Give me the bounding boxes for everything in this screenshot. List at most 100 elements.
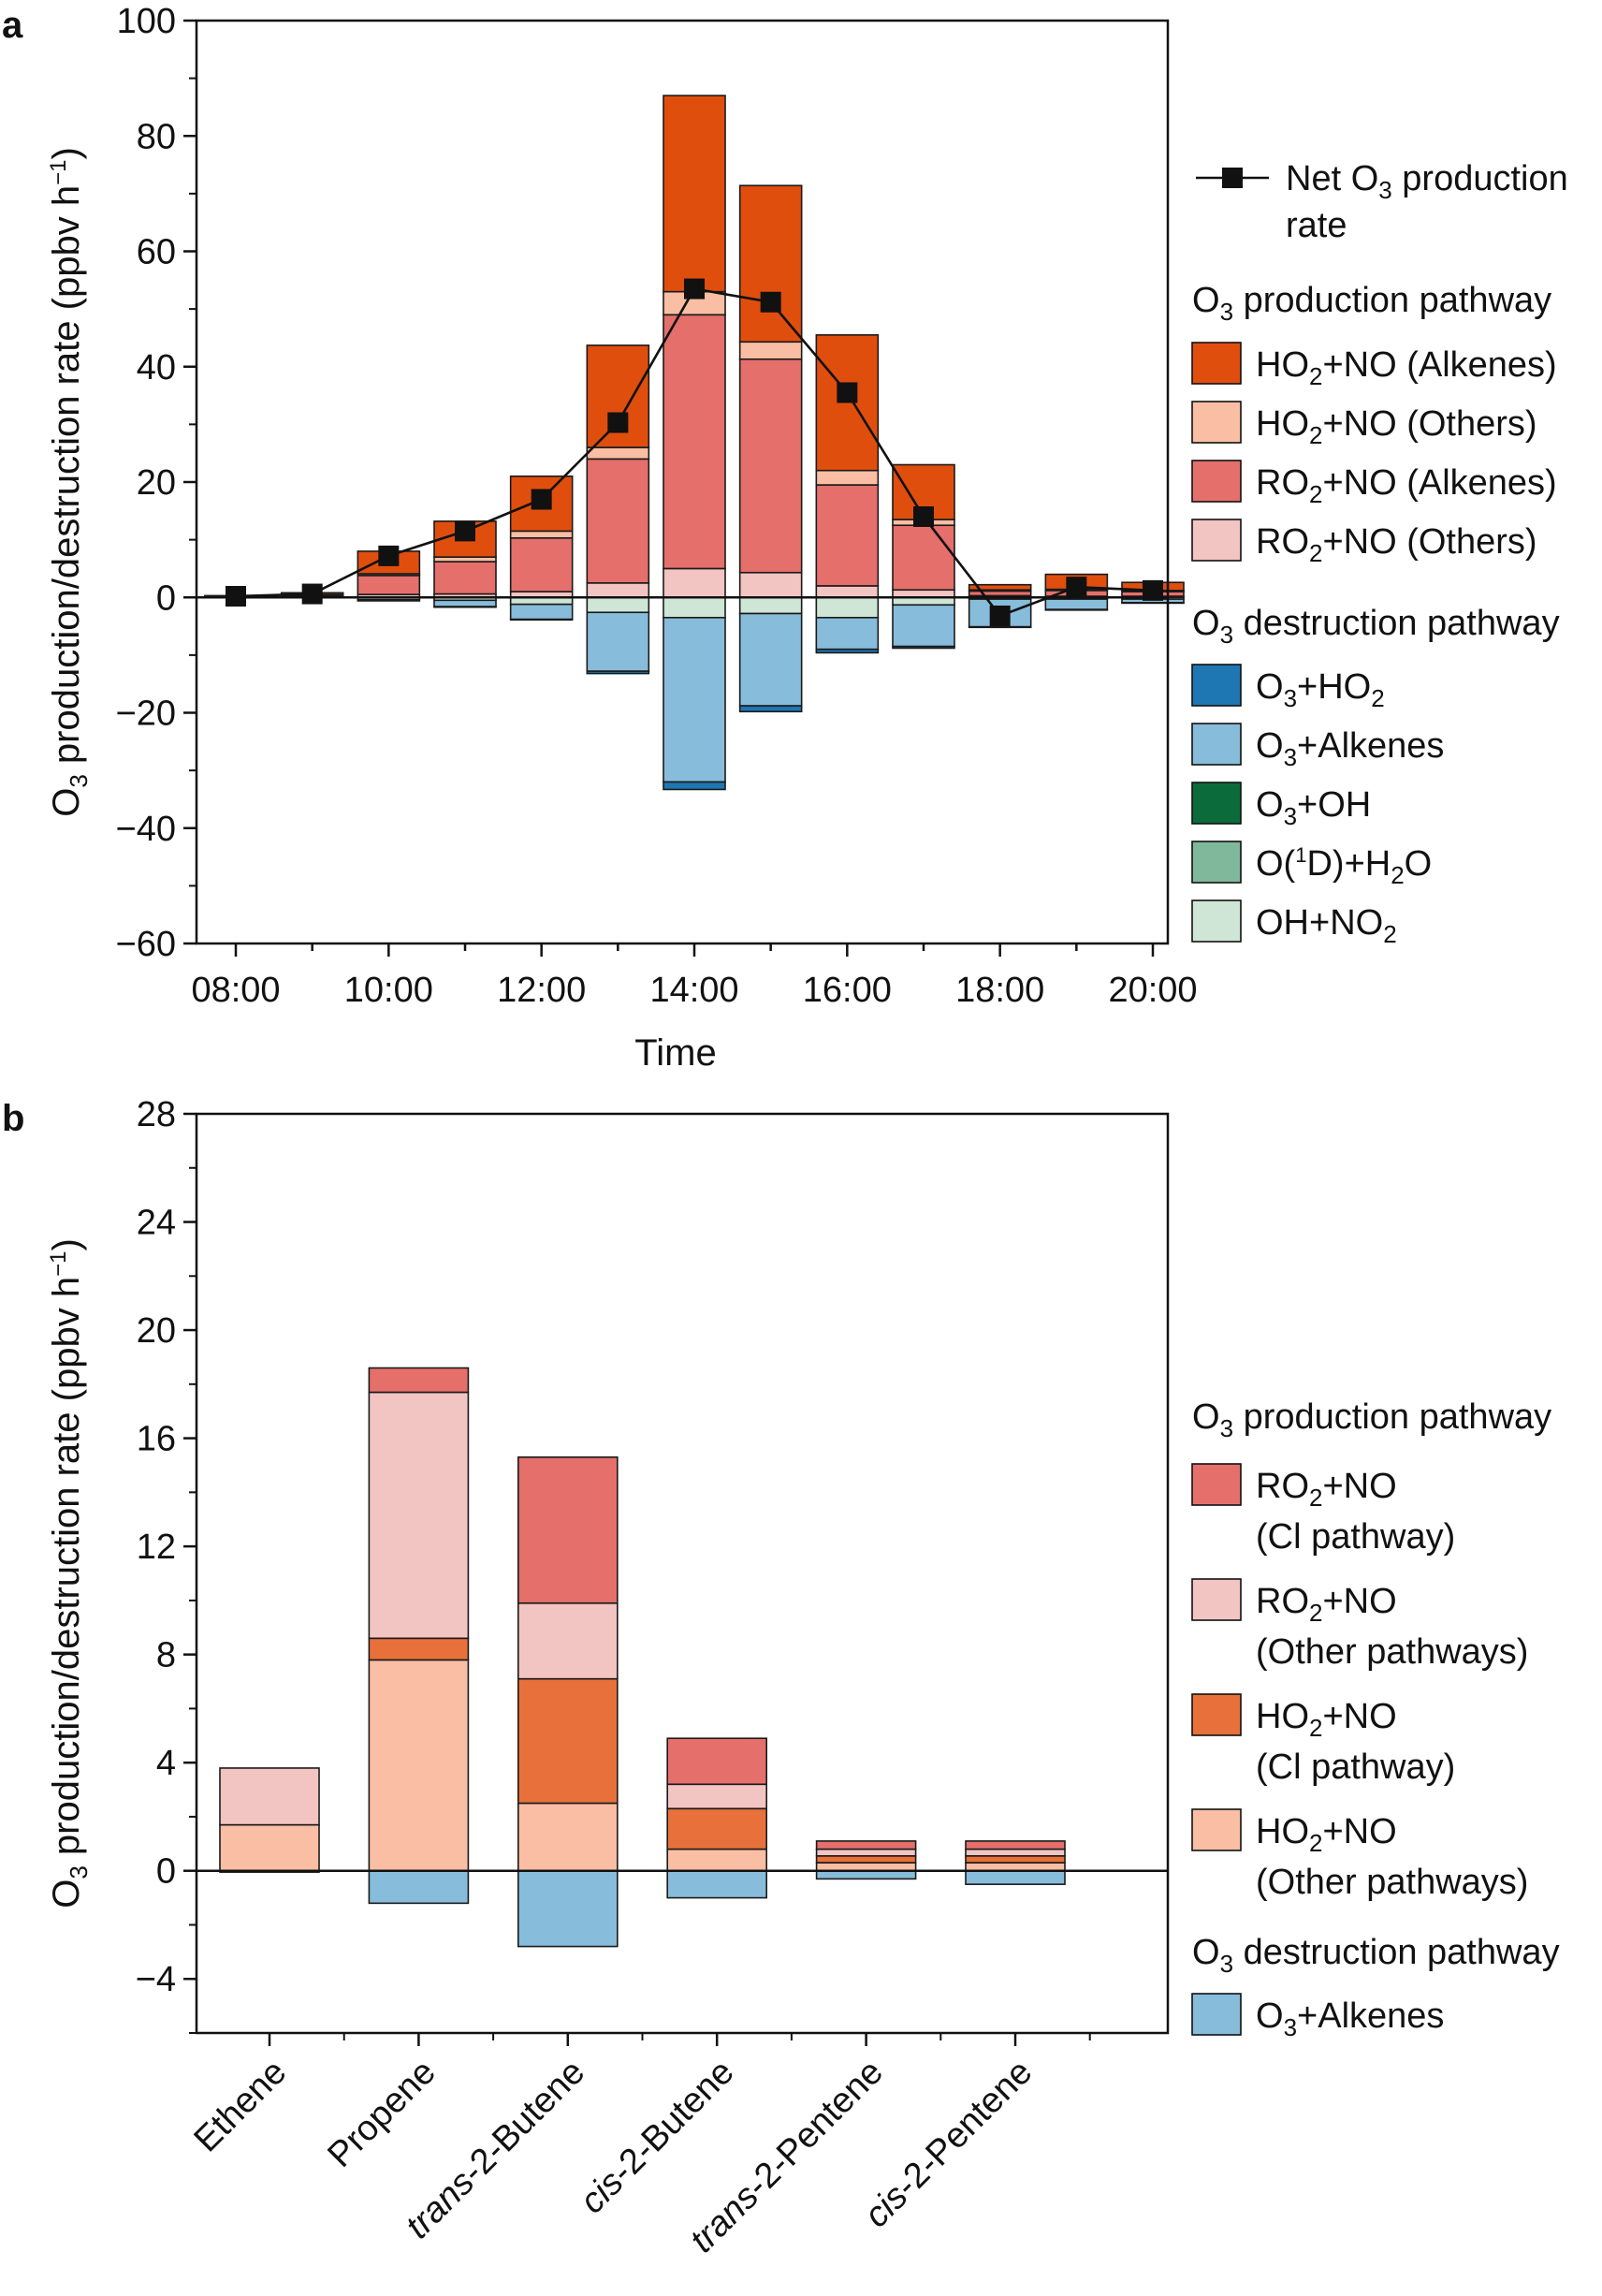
bar-b-prod-0-3 xyxy=(667,1850,766,1871)
net-point-19:00 xyxy=(1066,577,1086,597)
bar-b-prod-2-1 xyxy=(369,1392,468,1638)
legend-swatch-dest xyxy=(1192,782,1241,824)
bar-b-dest-0-5 xyxy=(966,1871,1065,1884)
legend-label-dest: O3​+HO2​ xyxy=(1256,667,1385,712)
bar-a-dest-0-14:00 xyxy=(663,597,725,618)
y-axis-title-a: O3​ production/destruction rate (ppbv h−… xyxy=(46,147,93,817)
bar-a-prod-2-13:00 xyxy=(587,447,648,459)
legend-label-prod: HO2​+NO (Others) xyxy=(1256,404,1537,449)
legend-net-marker xyxy=(1222,168,1243,188)
legend-b-swatch-prod xyxy=(1192,1579,1241,1620)
legend-swatch-dest xyxy=(1192,841,1241,883)
bar-a-dest-4-19:00 xyxy=(1045,609,1107,610)
ytick-label-b: −4 xyxy=(136,1960,176,1999)
bar-a-dest-4-17:00 xyxy=(893,647,954,649)
bar-a-dest-0-16:00 xyxy=(816,597,878,618)
bar-a-prod-1-15:00 xyxy=(740,359,802,573)
legend-b-label-prod-2: (Other pathways) xyxy=(1256,1863,1528,1902)
bar-a-prod-2-15:00 xyxy=(740,342,802,358)
legend-b-swatch-dest xyxy=(1192,1994,1241,2035)
panel-b-letter: b xyxy=(2,1098,24,1139)
net-point-11:00 xyxy=(455,520,475,541)
x-axis-title-a: Time xyxy=(634,1032,716,1074)
bar-a-prod-0-13:00 xyxy=(587,583,648,597)
legend-net-label-1: Net O3​ production xyxy=(1286,159,1568,204)
legend-b-destruction-heading: O3​ destruction pathway xyxy=(1192,1933,1560,1978)
legend-b-label-prod-2: (Cl pathway) xyxy=(1256,1517,1455,1557)
legend-swatch-prod xyxy=(1192,461,1241,502)
legend-b-swatch-prod xyxy=(1192,1809,1241,1850)
bar-a-dest-4-12:00 xyxy=(511,620,573,621)
bar-b-prod-2-5 xyxy=(966,1850,1065,1856)
legend-label-prod: HO2​+NO (Alkenes) xyxy=(1256,345,1557,390)
net-point-15:00 xyxy=(761,292,781,313)
net-point-14:00 xyxy=(684,279,705,300)
bar-a-prod-3-15:00 xyxy=(740,185,802,342)
legend-b-label-prod-1: HO2​+NO xyxy=(1256,1697,1397,1742)
net-point-10:00 xyxy=(378,546,399,566)
bar-b-prod-0-2 xyxy=(518,1804,618,1871)
bar-a-dest-3-13:00 xyxy=(587,612,648,671)
panel-a-letter: a xyxy=(2,5,23,46)
xtick-label-a: 10:00 xyxy=(344,971,433,1010)
legend-destruction-heading: O3​ destruction pathway xyxy=(1192,604,1560,649)
bar-a-dest-3-10:00 xyxy=(357,600,419,601)
xtick-label-a: 08:00 xyxy=(191,971,280,1010)
bar-b-prod-2-0 xyxy=(220,1768,319,1825)
xtick-label-a: 16:00 xyxy=(803,971,892,1010)
bar-a-dest-0-13:00 xyxy=(587,597,648,612)
bar-a-prod-1-11:00 xyxy=(434,562,496,594)
bar-a-dest-3-17:00 xyxy=(893,605,954,646)
legend-b-label-prod-2: (Other pathways) xyxy=(1256,1632,1528,1672)
bar-a-dest-4-13:00 xyxy=(587,671,648,673)
bar-b-prod-1-3 xyxy=(667,1808,766,1849)
xtick-label-a: 20:00 xyxy=(1108,971,1197,1010)
bar-b-prod-2-2 xyxy=(518,1603,618,1679)
ytick-label-a: 100 xyxy=(117,2,176,41)
bar-a-dest-3-11:00 xyxy=(434,600,496,607)
bar-a-dest-3-16:00 xyxy=(816,618,878,650)
bar-b-prod-3-5 xyxy=(966,1841,1065,1850)
legend-b-label-prod-2: (Cl pathway) xyxy=(1256,1748,1455,1787)
bar-a-prod-3-14:00 xyxy=(663,95,725,292)
legend-swatch-dest xyxy=(1192,665,1241,706)
bar-b-prod-2-3 xyxy=(667,1784,766,1808)
legend-b-swatch-prod xyxy=(1192,1464,1241,1505)
bar-b-prod-3-2 xyxy=(518,1457,618,1603)
legend-swatch-dest xyxy=(1192,724,1241,765)
bar-b-prod-3-1 xyxy=(369,1367,468,1392)
ytick-label-a: −40 xyxy=(116,810,176,849)
ytick-label-a: 20 xyxy=(137,463,176,503)
bar-b-prod-1-5 xyxy=(966,1856,1065,1863)
bar-a-prod-1-13:00 xyxy=(587,459,648,582)
bar-a-prod-2-16:00 xyxy=(816,471,878,485)
bar-a-prod-1-10:00 xyxy=(357,576,419,594)
net-point-20:00 xyxy=(1143,580,1163,601)
bar-b-dest-0-4 xyxy=(817,1871,916,1879)
bar-a-dest-4-15:00 xyxy=(740,706,802,711)
bar-a-dest-3-12:00 xyxy=(511,605,573,620)
ytick-label-b: 20 xyxy=(137,1311,176,1351)
bar-a-prod-2-12:00 xyxy=(511,531,573,537)
bar-a-dest-4-16:00 xyxy=(816,650,878,653)
ytick-label-a: 80 xyxy=(137,117,176,156)
ytick-label-a: −20 xyxy=(116,695,176,734)
ytick-label-a: −60 xyxy=(116,925,176,964)
bar-a-prod-0-15:00 xyxy=(740,573,802,597)
legend-b-label-prod-1: HO2​+NO xyxy=(1256,1812,1397,1857)
ytick-label-b: 28 xyxy=(137,1095,176,1134)
legend-label-dest: O3​+Alkenes xyxy=(1256,726,1444,771)
legend-swatch-prod xyxy=(1192,519,1241,561)
net-point-12:00 xyxy=(532,489,552,509)
legend-b-label-prod-1: RO2​+NO xyxy=(1256,1582,1397,1627)
legend-label-prod: RO2​+NO (Others) xyxy=(1256,522,1537,567)
net-point-17:00 xyxy=(913,506,934,527)
net-point-08:00 xyxy=(226,586,246,607)
legend-swatch-prod xyxy=(1192,343,1241,384)
legend-b-label-dest: O3​+Alkenes xyxy=(1256,1996,1444,2041)
bar-a-dest-3-14:00 xyxy=(663,618,725,782)
category-label: Propene xyxy=(320,2053,443,2175)
